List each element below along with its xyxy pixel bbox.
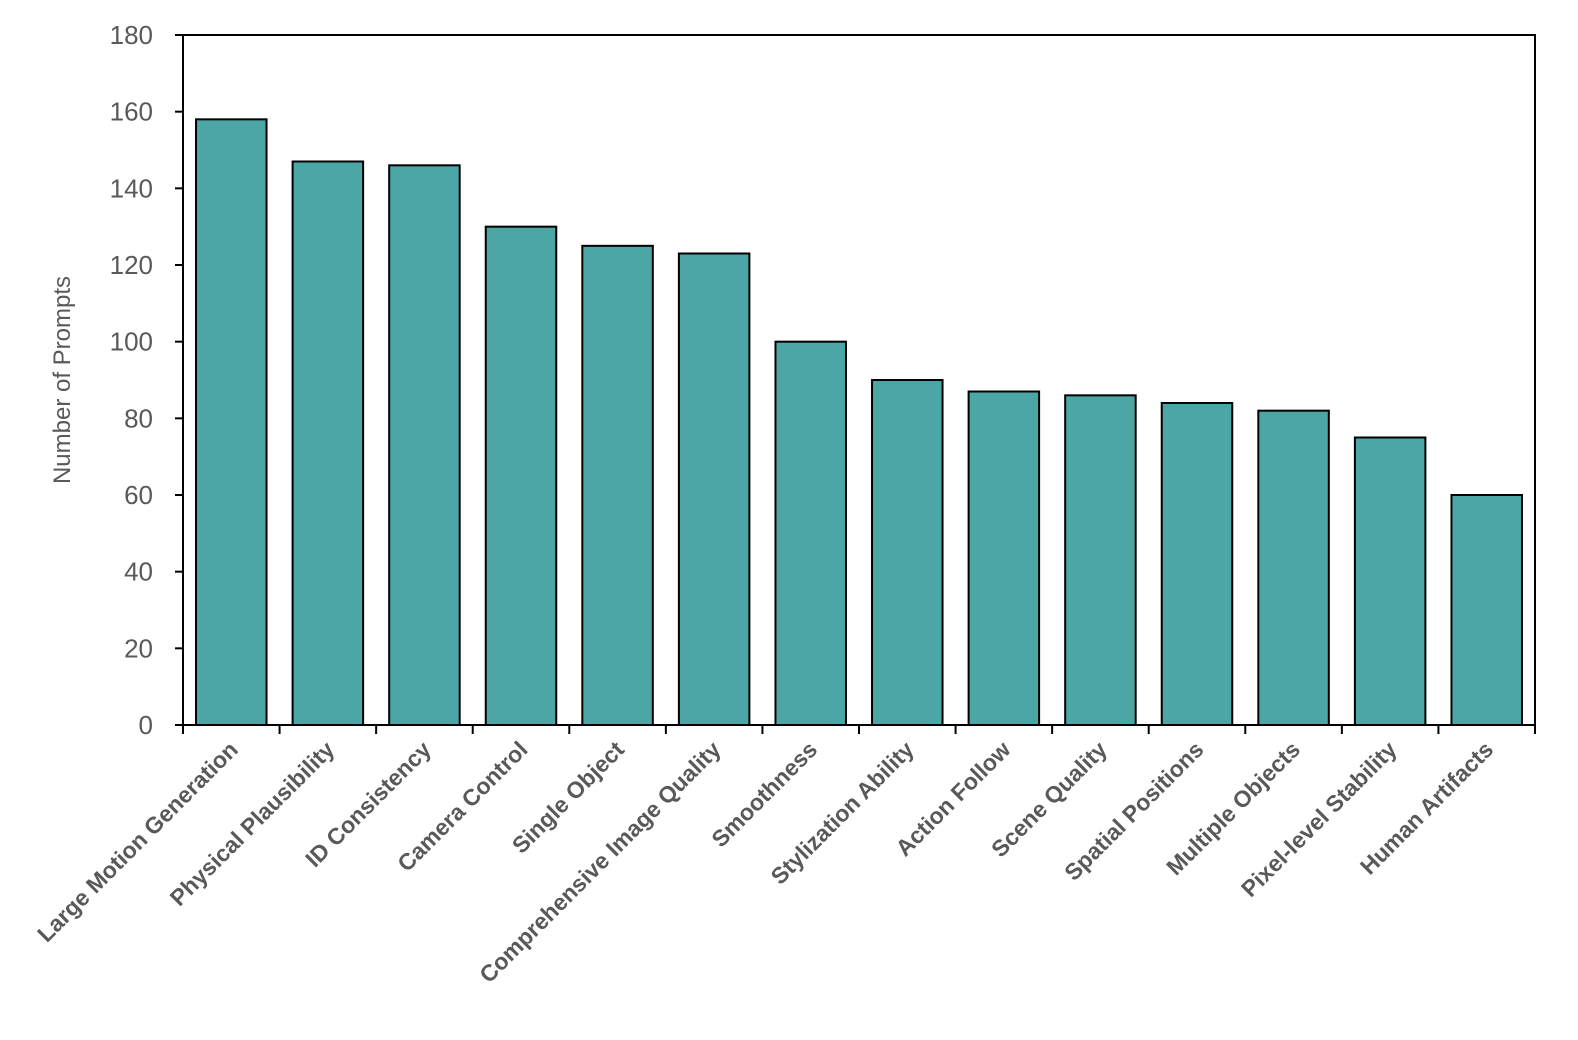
y-axis-title: Number of Prompts (49, 276, 76, 484)
bar-3 (484, 225, 558, 726)
y-tick-label-5: 100 (110, 327, 153, 357)
bar-1 (291, 160, 365, 726)
y-tick-label-2: 40 (124, 557, 153, 587)
bar-6 (774, 340, 847, 726)
y-tick-label-8: 160 (110, 97, 153, 127)
y-tick-label-7: 140 (110, 173, 153, 203)
bar-8 (967, 390, 1041, 726)
bar-2 (388, 164, 461, 726)
bar-0 (195, 118, 268, 726)
bar-4 (581, 244, 654, 727)
y-axis-ticks: 0 20 40 60 80 100 120 140 160 180 (110, 20, 183, 740)
bar-11 (1257, 409, 1330, 726)
y-tick-label-1: 20 (124, 633, 153, 663)
bar-9 (1064, 394, 1137, 726)
bar-10 (1160, 402, 1234, 726)
x-tick-label-0: Large Motion Generation (32, 736, 243, 947)
y-tick-label-0: 0 (139, 710, 153, 740)
bar-5 (677, 252, 751, 726)
y-tick-label-4: 80 (124, 403, 153, 433)
plot-frame (182, 34, 1536, 726)
x-tick-label-1: Physical Plausibility (165, 736, 340, 911)
bars-layer (195, 118, 1523, 727)
bar-12 (1353, 436, 1427, 726)
bar-13 (1450, 494, 1523, 726)
bar-7 (871, 379, 944, 726)
y-tick-label-6: 120 (110, 250, 153, 280)
y-tick-label-3: 60 (124, 480, 153, 510)
axis-layer (182, 34, 1536, 726)
y-tick-label-9: 180 (110, 20, 153, 50)
